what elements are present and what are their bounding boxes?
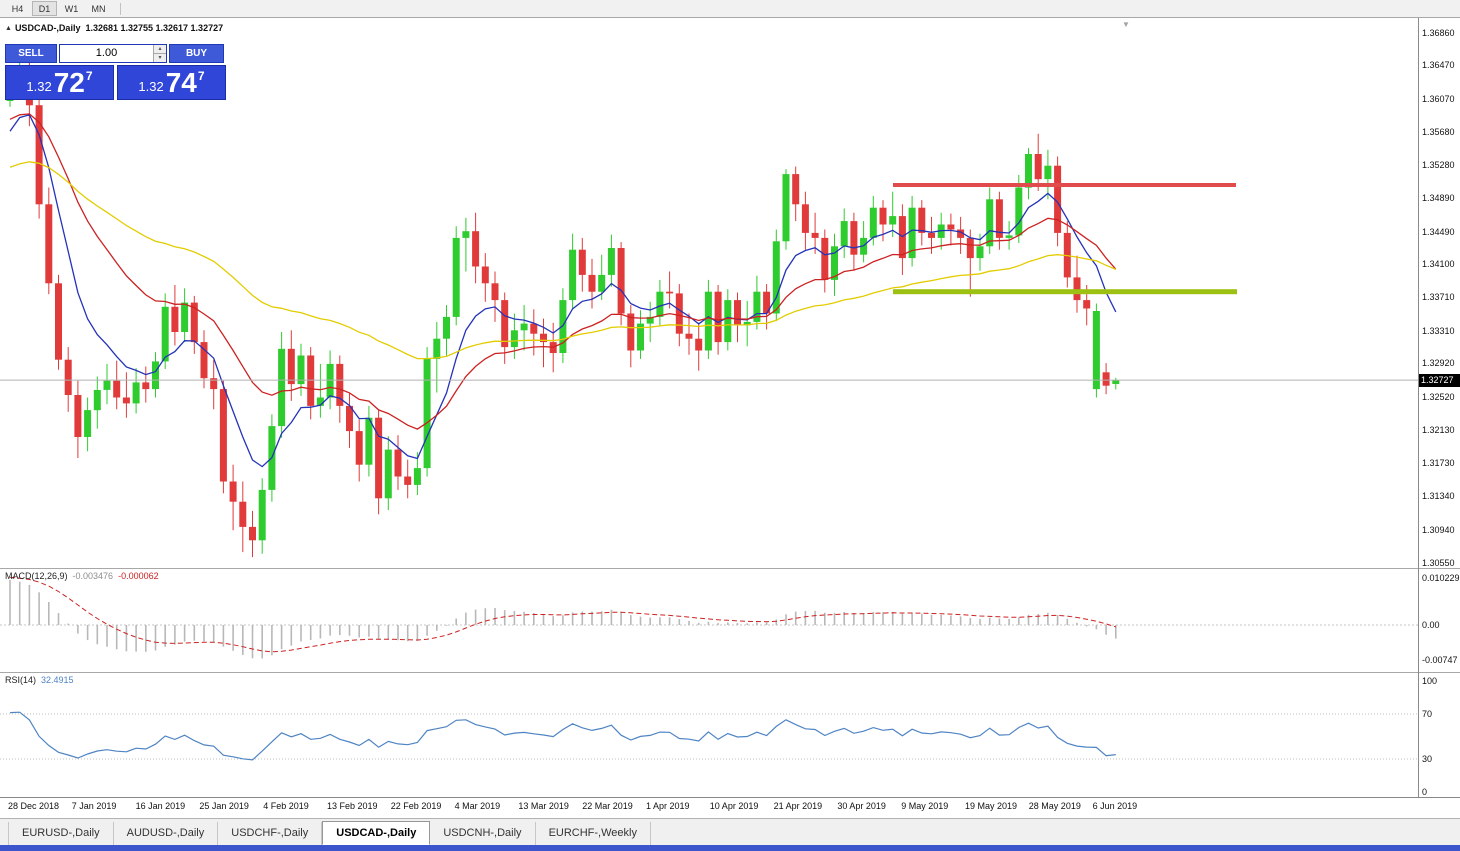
chart-title: ▲ USDCAD-,Daily 1.32681 1.32755 1.32617 1.…	[5, 23, 223, 33]
sell-price-pip-digit: 7	[85, 69, 93, 83]
macd-label: MACD(12,26,9) -0.003476 -0.000062	[5, 571, 159, 581]
price-scale-label: 1.34100	[1422, 259, 1455, 270]
date-label: 4 Feb 2019	[263, 801, 309, 811]
date-label: 10 Apr 2019	[709, 801, 759, 811]
buy-price-prefix: 1.32	[138, 79, 164, 94]
tab-usdcnh-daily[interactable]: USDCNH-,Daily	[430, 822, 536, 845]
sell-price-prefix: 1.32	[26, 79, 52, 94]
support-line[interactable]	[893, 289, 1237, 295]
rsi-panel-divider[interactable]	[0, 672, 1460, 673]
timeframe-w1-button[interactable]: W1	[59, 1, 84, 16]
resistance-line[interactable]	[893, 183, 1236, 187]
date-label: 21 Apr 2019	[773, 801, 823, 811]
macd-main-value: -0.003476	[72, 571, 114, 581]
chart-symbol-label: USDCAD-,Daily	[14, 23, 81, 33]
tab-audusd-daily[interactable]: AUDUSD-,Daily	[114, 822, 219, 845]
toolbar-separator	[120, 2, 121, 15]
volume-increase-button[interactable]: ▴	[154, 45, 166, 53]
rsi-name: RSI(14)	[5, 675, 37, 685]
price-scale-label: 1.36470	[1422, 60, 1455, 71]
date-label: 4 Mar 2019	[454, 801, 501, 811]
rsi-value: 32.4915	[41, 675, 74, 685]
price-scale-label: 1.31730	[1422, 458, 1455, 469]
buy-price-big-digits: 74	[165, 67, 197, 98]
timeframe-toolbar: H4 D1 W1 MN	[0, 0, 1460, 18]
date-label: 6 Jun 2019	[1092, 801, 1138, 811]
price-scale-label: 1.34890	[1422, 192, 1455, 203]
buy-button[interactable]: BUY	[169, 44, 224, 63]
sell-price-display[interactable]: 1.32 72 7	[5, 65, 114, 100]
date-label: 22 Mar 2019	[582, 801, 633, 811]
one-click-trading-panel: SELL 1.00 ▴ ▾ BUY 1.32 72 7 1.32 74 7	[5, 44, 226, 100]
date-label: 30 Apr 2019	[837, 801, 886, 811]
chart-title-marker-icon: ▲	[5, 25, 12, 32]
tab-usdchf-daily[interactable]: USDCHF-,Daily	[218, 822, 323, 845]
macd-name: MACD(12,26,9)	[5, 571, 68, 581]
date-label: 9 May 2019	[901, 801, 949, 811]
date-label: 28 May 2019	[1028, 801, 1081, 811]
tab-usdcad-daily[interactable]: USDCAD-,Daily	[322, 821, 431, 845]
macd-signal-value: -0.000062	[118, 571, 159, 581]
price-scale-label: 1.36860	[1422, 27, 1455, 38]
volume-decrease-button[interactable]: ▾	[154, 53, 166, 62]
rsi-scale-label: 0	[1422, 786, 1428, 797]
volume-spinner: ▴ ▾	[153, 45, 166, 62]
date-label: 13 Feb 2019	[327, 801, 378, 811]
rsi-scale-label: 30	[1422, 753, 1433, 764]
timeframe-h4-button[interactable]: H4	[5, 1, 30, 16]
buy-price-pip-digit: 7	[197, 69, 205, 83]
date-label: 16 Jan 2019	[135, 801, 186, 811]
price-scale-label: 1.34490	[1422, 226, 1455, 237]
sell-price-big-digits: 72	[53, 67, 85, 98]
chart-ohlc-values: 1.32681 1.32755 1.32617 1.32727	[85, 23, 224, 33]
time-axis[interactable]	[0, 797, 1460, 818]
volume-value[interactable]: 1.00	[95, 47, 118, 59]
timeframe-d1-button[interactable]: D1	[32, 1, 57, 16]
macd-scale-label: 0.010229	[1422, 572, 1460, 583]
date-label: 7 Jan 2019	[71, 801, 117, 811]
price-scale-label: 1.36070	[1422, 93, 1455, 104]
date-label: 25 Jan 2019	[199, 801, 249, 811]
sell-button[interactable]: SELL	[5, 44, 57, 63]
price-scale-label: 1.35280	[1422, 160, 1455, 171]
price-scale-label: 1.32130	[1422, 424, 1455, 435]
date-label: 13 Mar 2019	[518, 801, 569, 811]
trade-prices-row: 1.32 72 7 1.32 74 7	[5, 65, 226, 100]
price-scale-label: 1.32920	[1422, 358, 1455, 369]
macd-panel-divider[interactable]	[0, 568, 1460, 569]
price-scale-label: 1.35680	[1422, 126, 1455, 137]
price-scale-label: 1.33310	[1422, 325, 1455, 336]
trade-buttons-row: SELL 1.00 ▴ ▾ BUY	[5, 44, 226, 63]
macd-scale-label: -0.00747	[1422, 654, 1458, 665]
date-label: 22 Feb 2019	[390, 801, 442, 811]
price-scale-label: 1.33710	[1422, 292, 1455, 303]
date-label: 28 Dec 2018	[8, 801, 60, 811]
macd-scale-label: 0.00	[1422, 619, 1440, 630]
date-label: 1 Apr 2019	[646, 801, 690, 811]
price-scale-label: 1.30940	[1422, 524, 1455, 535]
price-scale-border[interactable]	[1418, 18, 1419, 797]
current-price-tag: 1.32727	[1419, 374, 1460, 387]
rsi-scale-label: 70	[1422, 708, 1433, 719]
rsi-label: RSI(14) 32.4915	[5, 675, 74, 685]
chart-tabs-bar: EURUSD-,Daily AUDUSD-,Daily USDCHF-,Daily U…	[0, 818, 1460, 845]
date-label: 19 May 2019	[965, 801, 1018, 811]
rsi-scale-label: 100	[1422, 675, 1438, 686]
chart-shift-marker-icon: ▼	[1122, 20, 1130, 29]
tab-eurchf-weekly[interactable]: EURCHF-,Weekly	[536, 822, 651, 845]
buy-price-display[interactable]: 1.32 74 7	[117, 65, 226, 100]
price-scale-label: 1.30550	[1422, 557, 1455, 568]
timeframe-mn-button[interactable]: MN	[86, 1, 111, 16]
price-scale-label: 1.31340	[1422, 491, 1455, 502]
price-scale-label: 1.32520	[1422, 392, 1455, 403]
volume-field[interactable]: 1.00 ▴ ▾	[59, 44, 167, 63]
bottom-scrollbar[interactable]	[0, 845, 1460, 851]
tab-eurusd-daily[interactable]: EURUSD-,Daily	[8, 822, 114, 845]
